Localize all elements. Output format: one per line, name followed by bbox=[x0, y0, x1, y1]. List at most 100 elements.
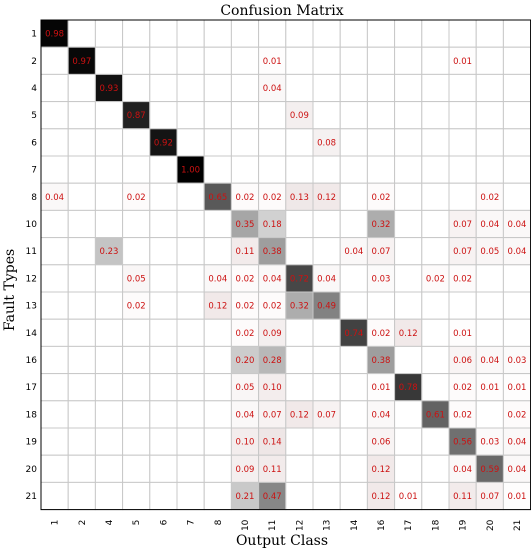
y-tick-label: 20 bbox=[26, 465, 38, 475]
heatmap-cell bbox=[149, 481, 178, 511]
heatmap-cell bbox=[502, 373, 531, 402]
x-tick-label: 11 bbox=[268, 520, 278, 531]
cell-value-label: 0.03 bbox=[372, 274, 391, 284]
heatmap-cell bbox=[149, 209, 178, 239]
heatmap-cell bbox=[421, 237, 450, 266]
cell-value-label: 0.02 bbox=[426, 274, 445, 284]
y-tick-label: 16 bbox=[26, 356, 38, 366]
cell-value-label: 0.01 bbox=[372, 383, 391, 393]
heatmap-cell bbox=[366, 318, 396, 347]
heatmap-cell bbox=[366, 345, 396, 375]
heatmap-cell bbox=[258, 128, 287, 157]
heatmap-cell bbox=[230, 128, 260, 157]
heatmap-cell bbox=[176, 481, 205, 511]
cell-value-label: 0.08 bbox=[317, 138, 336, 148]
cell-value-label: 0.01 bbox=[508, 383, 527, 393]
heatmap-cell bbox=[122, 182, 151, 211]
heatmap-cell bbox=[176, 264, 205, 293]
heatmap-cell bbox=[67, 46, 96, 75]
heatmap-cell bbox=[339, 73, 368, 103]
heatmap-cell bbox=[149, 427, 178, 456]
heatmap-cell bbox=[475, 400, 504, 429]
heatmap-cell bbox=[122, 481, 151, 511]
heatmap-cell bbox=[67, 291, 96, 320]
cell-value-label: 0.49 bbox=[317, 302, 336, 312]
cell-value-label: 0.04 bbox=[263, 84, 282, 94]
heatmap-cell bbox=[176, 345, 205, 375]
heatmap-cell bbox=[502, 182, 531, 211]
heatmap-cell bbox=[312, 46, 341, 75]
heatmap-cell bbox=[312, 237, 341, 266]
cell-value-label: 0.32 bbox=[372, 220, 391, 230]
heatmap-cell bbox=[312, 264, 341, 293]
heatmap-cell bbox=[40, 128, 69, 157]
x-tick-label: 13 bbox=[323, 520, 333, 531]
cell-value-label: 0.01 bbox=[453, 57, 472, 67]
cell-value-label: 0.04 bbox=[508, 438, 527, 448]
heatmap-cell bbox=[203, 128, 232, 157]
heatmap-cell bbox=[285, 318, 314, 347]
cell-value-label: 0.98 bbox=[45, 30, 64, 40]
heatmap-cell bbox=[40, 481, 69, 511]
heatmap-cell bbox=[366, 101, 396, 130]
heatmap-cell bbox=[149, 373, 178, 402]
heatmap-cell bbox=[475, 454, 504, 483]
cell-value-label: 0.03 bbox=[508, 356, 527, 366]
cell-value-label: 0.01 bbox=[480, 383, 499, 393]
heatmap-cell bbox=[366, 291, 396, 320]
heatmap-cell bbox=[394, 182, 423, 211]
heatmap-cell bbox=[312, 291, 341, 320]
y-axis-title: Fault Types bbox=[2, 249, 18, 331]
heatmap-cell bbox=[448, 101, 477, 130]
heatmap-cell bbox=[230, 454, 260, 483]
heatmap-cell bbox=[176, 155, 205, 184]
heatmap-cell bbox=[421, 427, 450, 456]
heatmap-cell bbox=[230, 318, 260, 347]
heatmap-cell bbox=[122, 128, 151, 157]
heatmap-cell bbox=[203, 46, 232, 75]
heatmap-cell bbox=[312, 155, 341, 184]
heatmap-cell bbox=[502, 237, 531, 266]
x-tick-label: 7 bbox=[187, 520, 197, 526]
heatmap-cell bbox=[67, 73, 96, 103]
cell-value-label: 0.92 bbox=[154, 138, 173, 148]
heatmap-cell bbox=[176, 427, 205, 456]
heatmap-cell bbox=[475, 291, 504, 320]
heatmap-cell bbox=[475, 481, 504, 511]
cell-value-labels: 0.98 0.97 0.01 0.01 0.93 0.04 0.87 0.09 0.92 0.08… bbox=[45, 30, 526, 502]
heatmap-cell bbox=[421, 373, 450, 402]
cell-value-label: 0.02 bbox=[127, 302, 146, 312]
cell-value-label: 0.06 bbox=[453, 356, 472, 366]
cell-value-label: 0.38 bbox=[372, 356, 391, 366]
heatmap-cell bbox=[176, 182, 205, 211]
cell-value-label: 0.04 bbox=[480, 220, 499, 230]
heatmap-cell bbox=[230, 481, 260, 511]
heatmap-cell bbox=[40, 345, 69, 375]
y-tick-label: 1 bbox=[31, 30, 37, 40]
heatmap-cell bbox=[67, 182, 96, 211]
x-tick-label: 14 bbox=[350, 519, 360, 531]
cell-value-label: 0.56 bbox=[453, 438, 472, 448]
heatmap-cell bbox=[475, 155, 504, 184]
heatmap-cell bbox=[394, 128, 423, 157]
heatmap-cell bbox=[230, 427, 260, 456]
heatmap-cell bbox=[366, 155, 396, 184]
cell-value-label: 0.07 bbox=[453, 247, 472, 257]
heatmap-cell bbox=[122, 209, 151, 239]
heatmap-cell bbox=[394, 19, 423, 48]
y-tick-label: 12 bbox=[26, 274, 37, 284]
heatmap-cell bbox=[149, 264, 178, 293]
heatmap-cell bbox=[366, 19, 396, 48]
heatmap-cell bbox=[203, 101, 232, 130]
heatmap-cell bbox=[475, 46, 504, 75]
heatmap-cell bbox=[448, 481, 477, 511]
cell-value-label: 0.47 bbox=[263, 492, 282, 502]
heatmap-cell bbox=[176, 318, 205, 347]
heatmap-cell bbox=[94, 400, 124, 429]
cell-value-label: 0.09 bbox=[236, 465, 255, 475]
heatmap-cell bbox=[421, 73, 450, 103]
heatmap-cell bbox=[203, 182, 232, 211]
heatmap-cell bbox=[94, 427, 124, 456]
heatmap-cell bbox=[40, 291, 69, 320]
